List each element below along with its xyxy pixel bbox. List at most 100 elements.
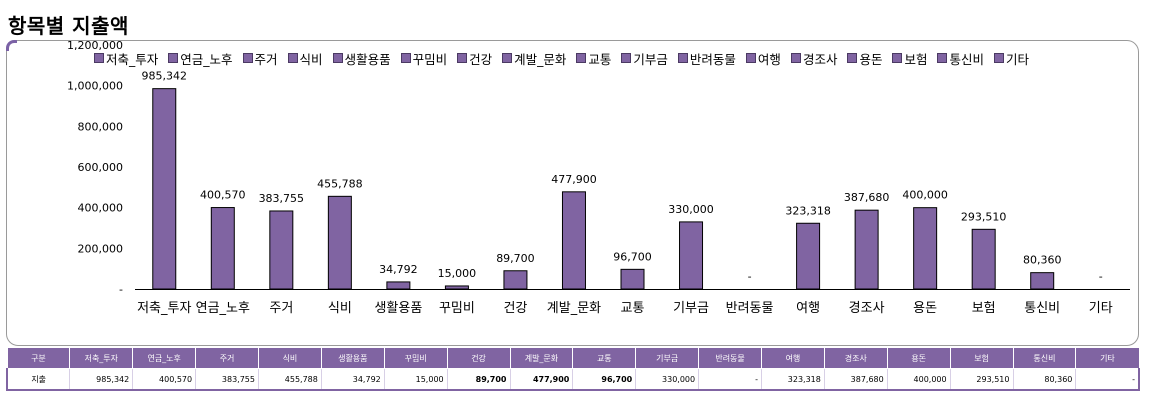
legend-label: 교통 (588, 52, 612, 67)
data-label: 89,700 (496, 252, 535, 265)
table-header-cell: 교통 (572, 347, 637, 369)
x-tick-label: 저축_투자 (137, 301, 191, 316)
x-tick-label: 식비 (328, 301, 352, 316)
table-row-label: 지출 (6, 368, 71, 391)
x-tick-label: 용돈 (913, 301, 937, 316)
table-cell: 80,360 (1013, 368, 1077, 391)
y-tick-label: 800,000 (78, 120, 124, 133)
legend-entry: 경조사 (790, 49, 837, 68)
x-tick-label: 교통 (621, 301, 645, 316)
bar (503, 270, 528, 290)
data-label: 323,318 (785, 204, 831, 217)
table-cell: 400,570 (132, 368, 197, 391)
x-tick-label: 생활용품 (374, 301, 422, 316)
legend-label: 기타 (1006, 52, 1030, 67)
legend-label: 여행 (757, 52, 781, 67)
table-cell: 387,680 (824, 368, 888, 391)
bar (269, 210, 294, 290)
legend-swatch-icon (287, 53, 298, 63)
table-cell: 89,700 (447, 368, 511, 391)
legend-swatch-icon (400, 53, 411, 63)
table-cell: 34,792 (321, 368, 385, 391)
data-label: 15,000 (438, 267, 477, 280)
page-title: 항목별 지출액 (8, 14, 129, 38)
legend-swatch-icon (621, 53, 632, 63)
legend-swatch-icon (168, 53, 179, 63)
x-tick-label: 계발_문화 (547, 301, 601, 316)
legend-swatch-icon (790, 53, 801, 63)
x-tick-label: 기부금 (673, 301, 709, 316)
table-header-cell: 건강 (446, 347, 511, 369)
x-tick-label: 꾸밈비 (439, 301, 475, 316)
table-cell: 330,000 (635, 368, 700, 391)
legend-label: 꾸밈비 (412, 52, 448, 67)
legend-entry: 건강 (457, 49, 492, 68)
bar (210, 207, 235, 290)
bar (327, 195, 352, 290)
x-tick-label: 통신비 (1024, 301, 1060, 316)
legend-entry: 기타 (994, 49, 1029, 68)
y-tick-label: 1,200,000 (67, 39, 123, 52)
legend-label: 식비 (299, 52, 323, 67)
table-cell: - (1075, 368, 1141, 391)
table-header-cell: 구분 (6, 347, 71, 369)
bar (152, 88, 177, 290)
table-cell: 455,788 (258, 368, 322, 391)
chart-legend: 저축_투자 연금_노후 주거 식비 생활용품 꾸밈비 건강 계발_문화 교통 기부금 반려동물 여행 경… (94, 49, 1039, 68)
table-header-cell: 생활용품 (320, 347, 385, 369)
bar (620, 268, 645, 290)
x-tick-label: 보험 (972, 301, 996, 316)
table-header-cell: 식비 (258, 347, 322, 369)
legend-swatch-icon (994, 53, 1004, 63)
table-cell: 293,510 (950, 368, 1014, 391)
data-label: 80,360 (1023, 254, 1062, 267)
data-label: 383,755 (259, 192, 305, 205)
data-label: - (748, 270, 752, 283)
legend-entry: 연금_노후 (168, 49, 233, 68)
legend-swatch-icon (847, 53, 858, 63)
data-label: 96,700 (613, 250, 652, 263)
y-tick-label: 400,000 (78, 202, 124, 215)
table-header-cell: 주거 (195, 347, 259, 369)
x-tick-label: 반려동물 (726, 301, 774, 316)
legend-label: 용돈 (859, 52, 883, 67)
x-tick-label: 경조사 (849, 301, 885, 316)
table-header-cell: 기부금 (635, 347, 700, 369)
legend-swatch-icon (677, 53, 688, 63)
y-tick-label: 1,000,000 (67, 80, 123, 93)
table-header-cell: 꾸밈비 (383, 347, 448, 369)
data-label: 293,510 (961, 210, 1007, 223)
table-header-cell: 기타 (1075, 347, 1140, 369)
legend-entry: 보험 (892, 49, 927, 68)
x-tick-label: 연금_노후 (196, 301, 250, 316)
table-header-cell: 계발_문화 (509, 347, 574, 369)
table-header-cell: 경조사 (823, 347, 888, 369)
bar (561, 191, 586, 290)
table-header-cell: 통신비 (1012, 347, 1077, 369)
legend-swatch-icon (332, 53, 343, 63)
data-label: 985,342 (142, 70, 188, 83)
x-tick-label: 여행 (796, 300, 820, 316)
data-label: 387,680 (844, 191, 890, 204)
legend-entry: 저축_투자 (94, 49, 158, 68)
legend-label: 보험 (904, 52, 928, 67)
table-cell: 96,700 (572, 368, 637, 391)
legend-entry: 교통 (576, 49, 611, 68)
legend-entry: 여행 (745, 49, 781, 68)
table-cell: 15,000 (384, 368, 448, 391)
table-header-cell: 보험 (949, 347, 1014, 369)
legend-entry: 주거 (242, 49, 278, 68)
y-tick-label: 600,000 (78, 161, 124, 174)
legend-entry: 통신비 (937, 49, 984, 68)
table-cell: 323,318 (761, 368, 825, 391)
x-tick-label: 주거 (269, 301, 293, 316)
legend-swatch-icon (502, 53, 513, 63)
bar (854, 209, 879, 290)
legend-label: 연금_노후 (180, 52, 233, 67)
legend-entry: 반려동물 (677, 49, 736, 68)
table-header-row: 구분 저축_투자 연금_노후 주거 식비 생활용품 꾸밈비 건강 계발_문화 교통 기부금 반려동물 여… (6, 347, 1140, 369)
data-label: 330,000 (668, 203, 714, 216)
x-tick-label: 건강 (503, 301, 527, 316)
legend-label: 기부금 (633, 52, 668, 67)
data-label: 400,000 (902, 189, 948, 202)
